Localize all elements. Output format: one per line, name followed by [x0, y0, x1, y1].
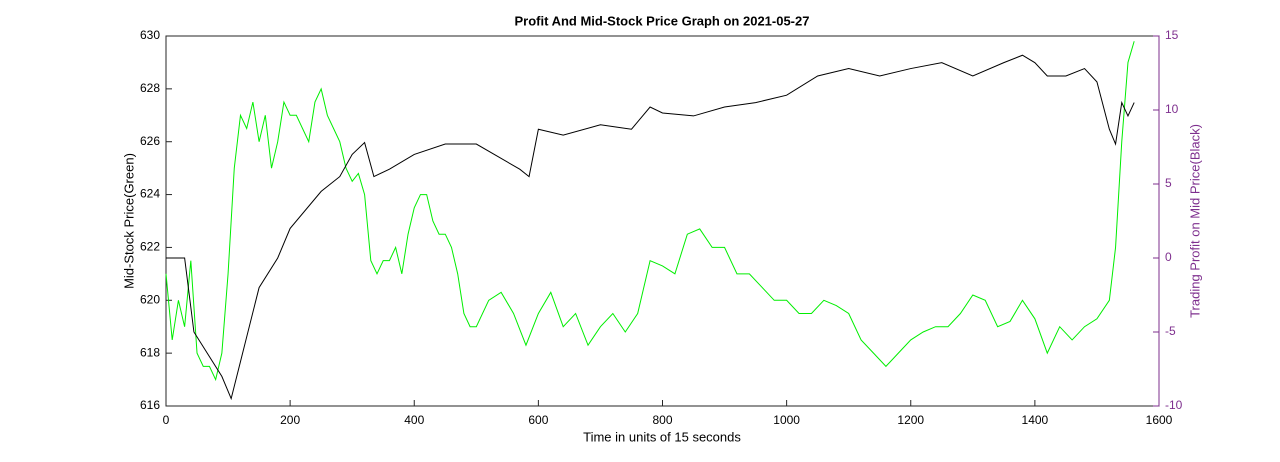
x-tick-label: 1400	[1022, 413, 1049, 427]
y2-tick-label: -10	[1165, 398, 1183, 412]
y2-tick-label: 5	[1165, 176, 1172, 190]
x-tick-label: 1600	[1146, 413, 1173, 427]
x-tick-label: 600	[528, 413, 548, 427]
series-line	[165, 41, 1135, 382]
x-tick-label: 0	[163, 413, 170, 427]
y-axis-label: Mid-Stock Price(Green)	[121, 153, 136, 289]
chart-title: Profit And Mid-Stock Price Graph on 2021…	[515, 13, 810, 28]
y-tick-label: 624	[140, 187, 160, 201]
x-tick-label: 800	[652, 413, 672, 427]
x-tick-label: 400	[404, 413, 424, 427]
y2-tick-label: -5	[1165, 324, 1176, 338]
y-tick-label: 626	[140, 134, 160, 148]
x-axis-label: Time in units of 15 seconds	[583, 429, 741, 444]
series-line	[166, 54, 1135, 401]
y2-tick-label: 15	[1165, 28, 1179, 42]
y2-tick-label: 0	[1165, 250, 1172, 264]
y2-tick-label: 10	[1165, 102, 1179, 116]
y2-axis-label: Trading Profit on Mid Price(Black)	[1187, 124, 1202, 318]
y-tick-label: 630	[140, 28, 160, 42]
y-tick-label: 618	[140, 345, 160, 359]
y-tick-label: 616	[140, 398, 160, 412]
x-tick-label: 200	[280, 413, 300, 427]
y-tick-label: 628	[140, 81, 160, 95]
x-tick-label: 1000	[773, 413, 800, 427]
x-tick-label: 1200	[897, 413, 924, 427]
y-tick-label: 620	[140, 292, 160, 306]
y-tick-label: 622	[140, 240, 160, 254]
